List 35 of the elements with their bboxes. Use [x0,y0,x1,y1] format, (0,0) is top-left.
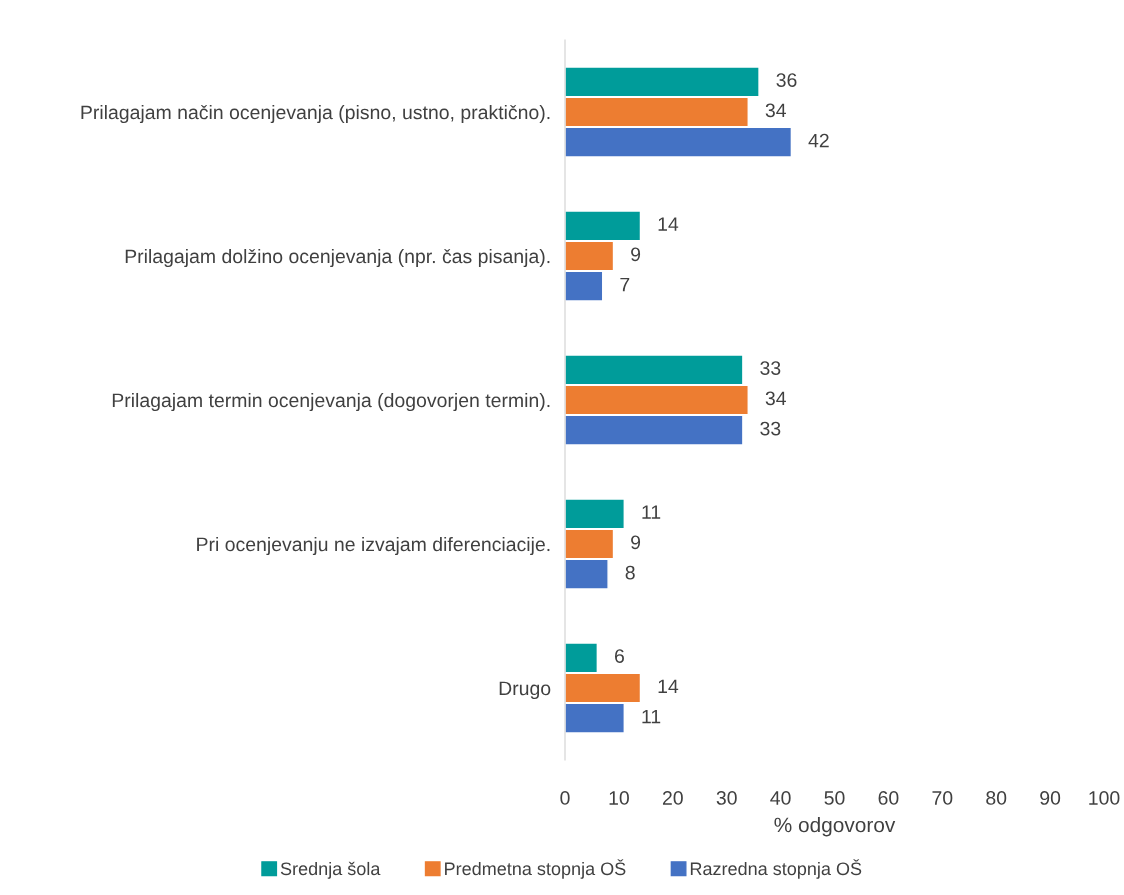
y-tick-label: Pri ocenjevanju ne izvajam diferenciacije. [197,536,550,556]
x-tick-label: 30 [716,791,737,805]
x-tick-label: 10 [609,791,629,805]
data-label: 8 [625,565,635,580]
x-tick-label: 50 [824,791,845,805]
data-label: 36 [776,73,797,87]
y-tick-label: Drugo [499,681,551,700]
data-label: 34 [765,103,786,118]
legend-label: Predmetna stopnja OŠ [445,859,626,879]
data-label: 33 [760,361,781,375]
legend-label: Razredna stopnja OŠ [690,859,862,879]
data-label: 42 [808,133,829,148]
y-tick-label: Prilagajam način ocenjevanja (pisno, ustno, praktično). [81,104,550,124]
x-tick-label: 80 [986,791,1007,805]
data-label: 11 [642,505,661,519]
data-label: 14 [658,679,679,694]
data-label: 7 [620,277,630,292]
x-tick-label: 70 [932,791,953,805]
y-tick-label: Prilagajam termin ocenjevanja (dogovorjen termin). [112,392,550,412]
data-label: 6 [614,649,624,663]
data-label: 9 [631,247,641,262]
data-label: 9 [631,535,641,550]
legend-label: Srednja šola [280,861,381,879]
x-axis-title: % odgovorov [774,817,896,837]
x-tick-label: 100 [1089,791,1120,805]
x-tick-label: 60 [878,791,899,805]
data-label: 33 [760,421,781,436]
x-tick-label: 20 [662,791,683,805]
x-tick-label: 40 [770,791,791,805]
y-tick-label: Prilagajam dolžino ocenjevanja (npr. čas pisanja). [125,248,550,268]
data-label: 34 [765,391,786,406]
data-label: 14 [658,217,679,231]
x-tick-label: 90 [1040,791,1061,805]
data-label: 11 [642,709,661,724]
x-tick-label: 0 [560,791,570,805]
